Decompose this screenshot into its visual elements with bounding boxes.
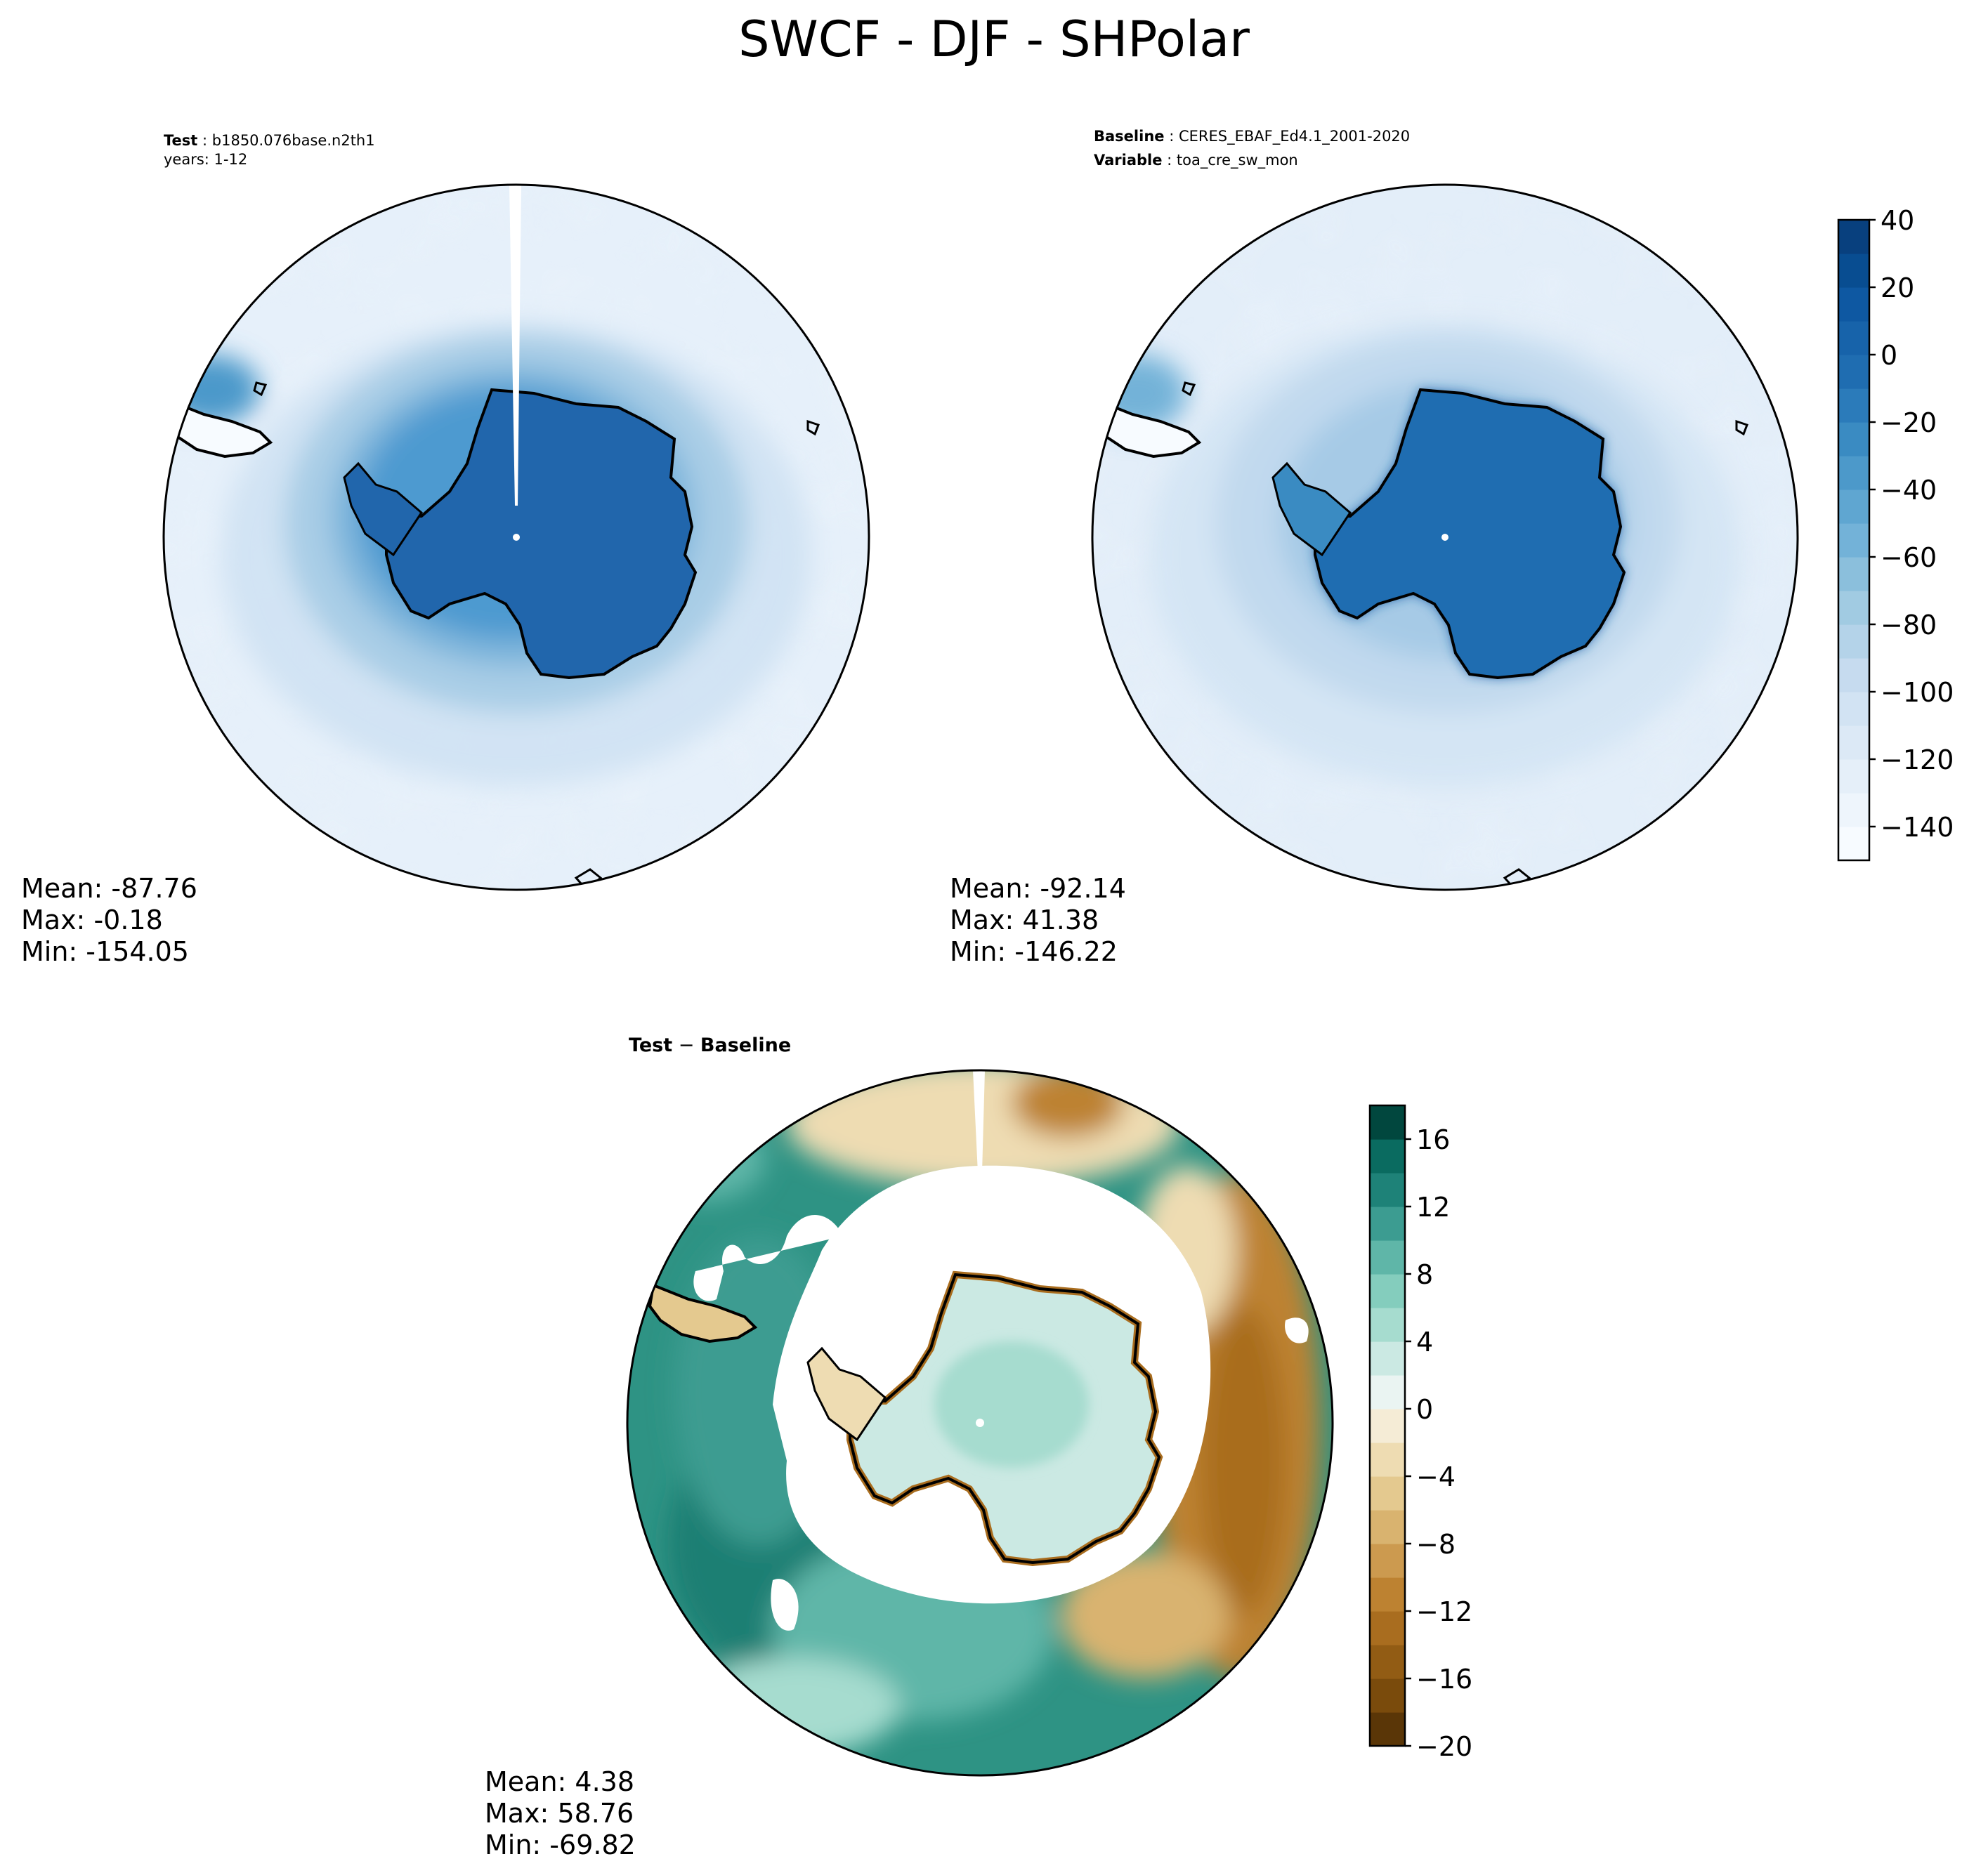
baseline-colorbar-band	[1838, 658, 1869, 692]
baseline-colorbar-band	[1838, 220, 1869, 254]
panel-baseline: Baseline : CERES_EBAF_Ed4.1_2001-2020 Va…	[950, 128, 1954, 967]
baseline-colorbar-band	[1838, 725, 1869, 760]
difference-colorbar-band	[1370, 1409, 1405, 1443]
test-label-bold: Test	[164, 132, 197, 149]
difference-colorbar-band	[1370, 1105, 1405, 1140]
baseline-variable-name: toa_cre_sw_mon	[1177, 152, 1298, 169]
baseline-colorbar-band	[1838, 557, 1869, 591]
baseline-colorbar-band	[1838, 523, 1869, 558]
difference-colorbar-band	[1370, 1510, 1405, 1544]
test-min: Min: -154.05	[21, 936, 189, 967]
difference-colorbar-band	[1370, 1611, 1405, 1645]
difference-colorbar-tick-label: −16	[1416, 1664, 1472, 1695]
difference-colorbar-band	[1370, 1712, 1405, 1747]
baseline-colorbar-band	[1838, 624, 1869, 659]
difference-colorbar-tick-label: −20	[1416, 1731, 1472, 1762]
difference-mean: Mean: 4.38	[485, 1766, 634, 1797]
baseline-colorbar-band	[1838, 692, 1869, 726]
baseline-min: Min: -146.22	[950, 936, 1118, 967]
difference-colorbar-frame	[1368, 1104, 1406, 1747]
difference-colorbar-tick-label: 0	[1416, 1394, 1433, 1425]
baseline-colorbar-band	[1838, 456, 1869, 490]
difference-colorbar-band	[1370, 1240, 1405, 1275]
test-map-frame	[162, 183, 870, 891]
difference-colorbar-band	[1370, 1207, 1405, 1241]
difference-max: Max: 58.76	[485, 1798, 634, 1829]
baseline-colorbar-tick-label: −120	[1881, 744, 1954, 775]
difference-colorbar-band	[1370, 1308, 1405, 1342]
baseline-colorbar-band	[1838, 355, 1869, 389]
difference-colorbar-tick-label: −4	[1416, 1461, 1456, 1492]
baseline-mean: Mean: -92.14	[950, 873, 1126, 904]
test-case-name: b1850.076base.n2th1	[212, 132, 375, 149]
baseline-map	[1092, 185, 1798, 890]
difference-colorbar: 16 12 8 4 0 −4 −8 −12 −16 −20	[1368, 1104, 1472, 1762]
baseline-max: Max: 41.38	[950, 905, 1099, 935]
baseline-colorbar-tick-label: −60	[1881, 542, 1937, 573]
baseline-colorbar-tick-label: −80	[1881, 610, 1937, 640]
panel-test: Test : b1850.076base.n2th1 years: 1-12 M…	[21, 132, 870, 967]
baseline-colorbar-tick-label: −100	[1881, 677, 1954, 708]
baseline-colorbar-band	[1838, 759, 1869, 794]
difference-colorbar-tick-label: −12	[1416, 1596, 1472, 1627]
difference-label-baseline: Baseline	[700, 1034, 791, 1056]
figure-title: SWCF - DJF - SHPolar	[738, 11, 1250, 68]
baseline-map-frame	[1091, 183, 1799, 891]
baseline-colorbar-tick-label: 40	[1881, 205, 1914, 236]
baseline-variable: Variable : toa_cre_sw_mon	[1094, 152, 1298, 169]
difference-colorbar-tick-label: 4	[1416, 1327, 1433, 1358]
difference-colorbar-band	[1370, 1375, 1405, 1409]
baseline-colorbar-tick-label: −140	[1881, 812, 1954, 843]
baseline-variable-bold: Variable	[1094, 152, 1162, 169]
baseline-colorbar-band	[1838, 321, 1869, 355]
baseline-colorbar-band	[1838, 388, 1869, 423]
baseline-colorbar-tick-label: −40	[1881, 475, 1937, 506]
baseline-colorbar-tick-label: −20	[1881, 407, 1937, 438]
difference-colorbar-band	[1370, 1476, 1405, 1511]
test-map	[164, 185, 869, 890]
baseline-colorbar-band	[1838, 287, 1869, 322]
difference-colorbar-band	[1370, 1544, 1405, 1578]
difference-colorbar-band	[1370, 1139, 1405, 1174]
baseline-label: Baseline : CERES_EBAF_Ed4.1_2001-2020	[1094, 128, 1410, 145]
difference-colorbar-band	[1370, 1274, 1405, 1308]
difference-label: Test − Baseline	[629, 1034, 791, 1056]
difference-map-frame	[626, 1069, 1334, 1777]
difference-colorbar-tick-label: 16	[1416, 1124, 1450, 1155]
baseline-colorbar-band	[1838, 489, 1869, 524]
baseline-colorbar-band	[1838, 793, 1869, 827]
difference-colorbar-band	[1370, 1678, 1405, 1713]
difference-label-test: Test	[629, 1034, 672, 1056]
baseline-colorbar-band	[1838, 591, 1869, 625]
baseline-colorbar-band	[1838, 254, 1869, 288]
panel-difference: Test − Baseline	[485, 1034, 1472, 1860]
difference-colorbar-band	[1370, 1645, 1405, 1679]
baseline-colorbar-tick-label: 20	[1881, 272, 1914, 303]
baseline-colorbar-frame	[1837, 218, 1871, 862]
baseline-colorbar: 40 20 0 −20 −40 −60 −80 −100 −120 −140	[1837, 205, 1954, 862]
baseline-colorbar-tick-label: 0	[1881, 340, 1897, 371]
test-years: years: 1-12	[164, 151, 247, 168]
difference-min: Min: -69.82	[485, 1829, 636, 1860]
difference-colorbar-band	[1370, 1173, 1405, 1207]
test-mean: Mean: -87.76	[21, 873, 197, 904]
difference-colorbar-tick-label: 12	[1416, 1192, 1450, 1223]
difference-colorbar-tick-label: −8	[1416, 1529, 1456, 1560]
difference-colorbar-band	[1370, 1577, 1405, 1612]
difference-colorbar-band	[1370, 1442, 1405, 1477]
baseline-colorbar-band	[1838, 827, 1869, 861]
test-label: Test : b1850.076base.n2th1	[164, 132, 375, 149]
difference-map	[627, 1070, 1333, 1775]
difference-label-sep: −	[672, 1034, 700, 1056]
test-max: Max: -0.18	[21, 905, 163, 935]
difference-colorbar-tick-label: 8	[1416, 1259, 1433, 1290]
baseline-label-bold: Baseline	[1094, 128, 1165, 145]
difference-colorbar-band	[1370, 1341, 1405, 1376]
baseline-colorbar-band	[1838, 422, 1869, 456]
baseline-dataset-name: CERES_EBAF_Ed4.1_2001-2020	[1179, 128, 1410, 145]
